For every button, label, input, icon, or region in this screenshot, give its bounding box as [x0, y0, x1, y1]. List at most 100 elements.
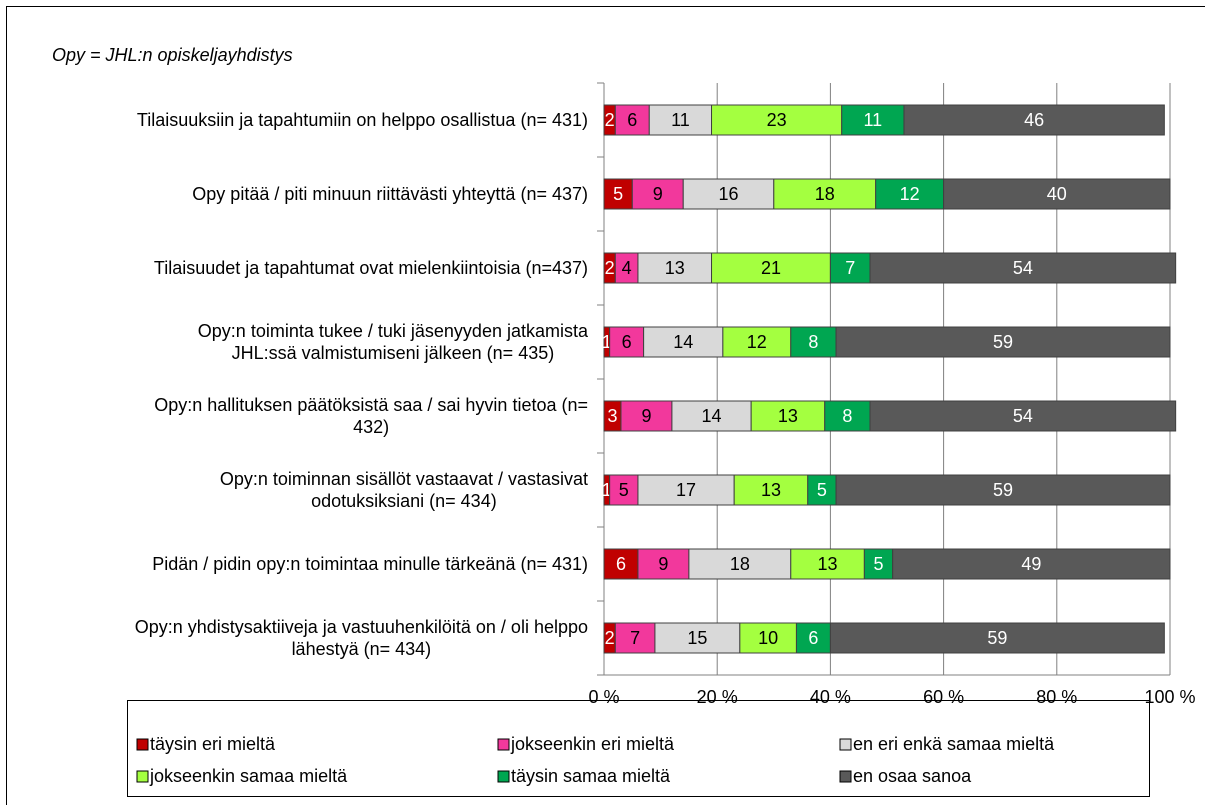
bar-segment	[722, 326, 792, 358]
data-label: 6	[627, 110, 637, 130]
legend-label: en eri enkä samaa mieltä	[853, 734, 1055, 754]
data-label: 18	[730, 554, 750, 574]
data-label: 46	[1024, 110, 1044, 130]
data-label: 7	[845, 258, 855, 278]
data-label: 14	[673, 332, 693, 352]
legend-label: täysin samaa mieltä	[511, 766, 671, 786]
bar-segment	[654, 622, 741, 654]
category-label: Opy:n toiminta tukee / tuki jäsenyyden j…	[197, 321, 588, 363]
data-label: 6	[622, 332, 632, 352]
category-label: Tilaisuuksiin ja tapahtumiin on helppo o…	[136, 110, 588, 130]
legend-swatch	[839, 770, 852, 783]
data-label: 2	[605, 110, 615, 130]
bar-segment	[835, 474, 1171, 506]
category-label: Opy:n yhdistysaktiiveja ja vastuuhenkilö…	[134, 617, 588, 659]
bar-segment	[711, 104, 843, 136]
bar-segment	[637, 474, 735, 506]
bar-segment	[869, 252, 1177, 284]
x-tick-label: 0 %	[588, 687, 619, 707]
data-label: 49	[1021, 554, 1041, 574]
bar-segment	[807, 474, 837, 506]
frame	[6, 6, 1205, 805]
bar-segment	[869, 400, 1177, 432]
data-label: 17	[676, 480, 696, 500]
bar-segment	[824, 400, 871, 432]
data-label: 40	[1047, 184, 1067, 204]
bar-segment	[835, 326, 1171, 358]
x-tick-label: 100 %	[1144, 687, 1195, 707]
legend-box	[127, 700, 1150, 797]
bar-segment	[773, 178, 877, 210]
data-label: 5	[619, 480, 629, 500]
legend-swatch	[839, 738, 852, 751]
legend-label: jokseenkin eri mieltä	[510, 734, 675, 754]
bar-segment	[892, 548, 1171, 580]
bar-segment	[733, 474, 809, 506]
bar-segment	[671, 400, 752, 432]
data-label: 54	[1013, 258, 1033, 278]
bar-segment	[790, 548, 865, 580]
bar-segment	[637, 252, 713, 284]
bar-segment	[603, 548, 639, 580]
bar-segment	[648, 104, 713, 136]
data-label: 23	[767, 110, 787, 130]
x-tick-label: 60 %	[923, 687, 964, 707]
data-label: 8	[808, 332, 818, 352]
data-label: 15	[687, 628, 707, 648]
data-label: 54	[1013, 406, 1033, 426]
data-label: 14	[702, 406, 722, 426]
category-label: Pidän / pidin opy:n toimintaa minulle tä…	[152, 554, 588, 574]
bar-segment	[790, 326, 837, 358]
bar-segment	[637, 548, 690, 580]
data-label: 21	[761, 258, 781, 278]
x-tick-label: 80 %	[1036, 687, 1077, 707]
bar-segment	[829, 252, 871, 284]
data-label: 59	[987, 628, 1007, 648]
bar-segment	[631, 178, 684, 210]
data-label: 18	[815, 184, 835, 204]
bar-segment	[903, 104, 1165, 136]
data-label: 3	[607, 406, 617, 426]
bar-segment	[643, 326, 724, 358]
bar-segment	[614, 104, 650, 136]
bar-segment	[739, 622, 797, 654]
data-label: 5	[874, 554, 884, 574]
data-label: 7	[630, 628, 640, 648]
data-label: 13	[761, 480, 781, 500]
bar-segment	[841, 104, 905, 136]
data-label: 11	[864, 110, 883, 130]
bar-segment	[875, 178, 945, 210]
bar-segment	[688, 548, 792, 580]
data-label: 4	[622, 258, 632, 278]
legend-label: täysin eri mieltä	[150, 734, 276, 754]
legend-swatch	[136, 738, 149, 751]
bar-segment	[943, 178, 1171, 210]
data-label: 5	[613, 184, 623, 204]
legend-swatch	[497, 770, 510, 783]
data-label: 59	[993, 332, 1013, 352]
legend-label: jokseenkin samaa mieltä	[149, 766, 348, 786]
data-label: 13	[778, 406, 798, 426]
data-label: 16	[719, 184, 739, 204]
data-label: 2	[605, 628, 615, 648]
data-label: 6	[616, 554, 626, 574]
bar-segment	[863, 548, 894, 580]
subtitle: Opy = JHL:n opiskeljayhdistys	[52, 45, 293, 65]
bar-segment	[711, 252, 831, 284]
data-label: 1	[602, 332, 612, 352]
category-label: Opy:n toiminnan sisällöt vastaavat / vas…	[219, 469, 588, 511]
x-tick-label: 20 %	[697, 687, 738, 707]
x-tick-label: 40 %	[810, 687, 851, 707]
data-label: 13	[665, 258, 685, 278]
legend-label: en osaa sanoa	[853, 766, 972, 786]
category-label: Opy pitää / piti minuun riittävästi yhte…	[192, 184, 588, 204]
data-label: 59	[993, 480, 1013, 500]
bar-segment	[620, 400, 673, 432]
data-label: 6	[808, 628, 818, 648]
bar-segment	[829, 622, 1165, 654]
data-label: 8	[842, 406, 852, 426]
data-label: 12	[900, 184, 920, 204]
category-label: Tilaisuudet ja tapahtumat ovat mielenkii…	[153, 258, 588, 278]
bar-segment	[750, 400, 826, 432]
